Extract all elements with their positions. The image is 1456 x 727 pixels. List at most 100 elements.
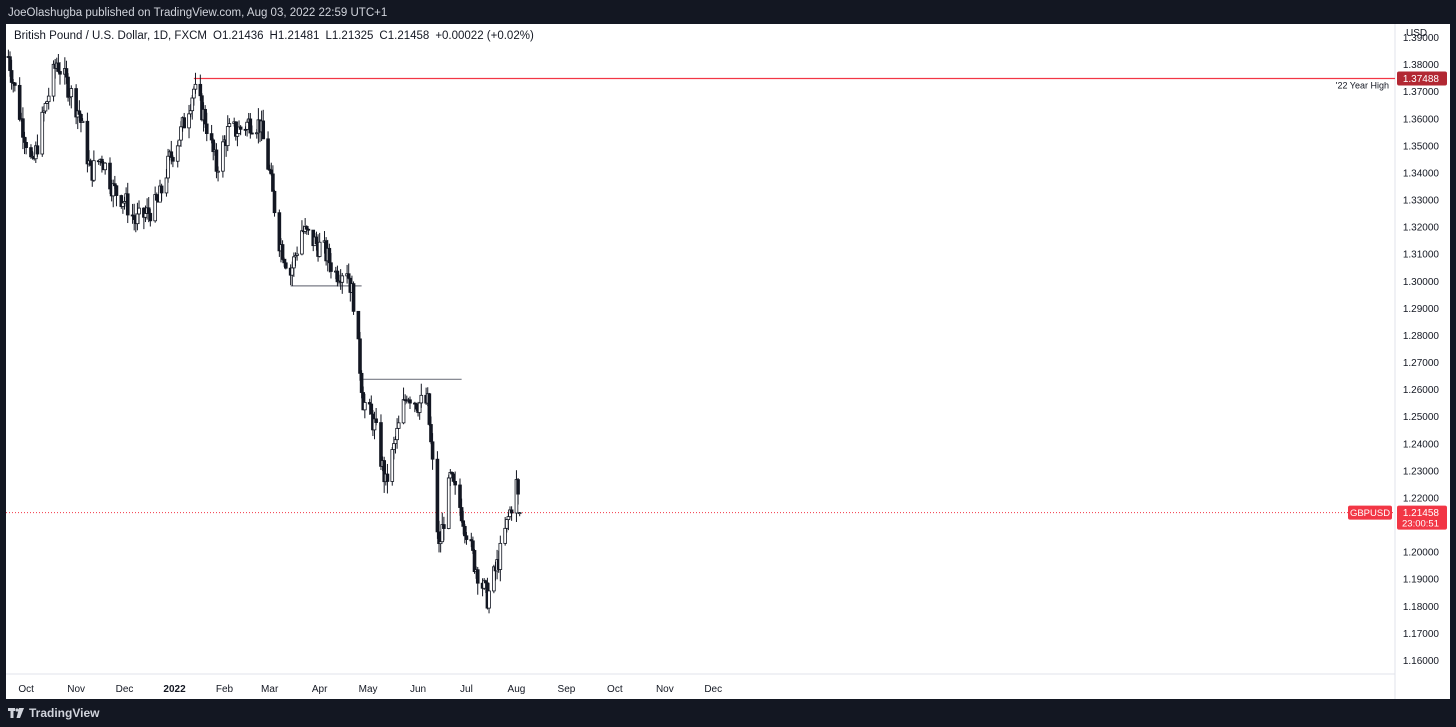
candle	[419, 383, 424, 408]
candle-body-down	[374, 418, 378, 423]
candle	[408, 396, 412, 410]
candle-body-down	[64, 68, 69, 78]
candle-body-up	[295, 253, 299, 256]
candle-body-up	[40, 111, 45, 155]
candle-body-down	[77, 110, 82, 115]
candle-body-up	[487, 590, 491, 609]
x-tick-label: May	[359, 684, 378, 695]
candle	[177, 139, 182, 147]
chart-panel[interactable]: '22 Year High 1.39000 1.38000 1.37000 1.360…	[6, 24, 1450, 699]
candle	[114, 184, 119, 207]
year-high-price-badge	[1397, 71, 1447, 86]
x-tick-label: Oct	[18, 684, 34, 695]
candle	[204, 112, 209, 142]
candle-body-down	[114, 185, 119, 196]
candle-body-down	[8, 56, 12, 71]
candle	[261, 109, 266, 140]
candle-body-down	[35, 145, 40, 155]
candle-body-up	[225, 126, 230, 147]
candle	[46, 87, 51, 110]
candle-body-down	[148, 212, 153, 222]
y-tick-label: 1.28000	[1403, 331, 1440, 342]
candle-body-up	[135, 213, 140, 225]
candle	[35, 134, 40, 157]
candle	[103, 162, 107, 175]
candle-body-up	[340, 275, 345, 283]
symbol-badge[interactable]	[1348, 505, 1392, 520]
candle-body-down	[204, 123, 209, 134]
candle	[69, 85, 74, 109]
candle	[24, 137, 28, 155]
y-tick-label: 1.23000	[1403, 466, 1440, 477]
candle-body-down	[306, 228, 311, 231]
candle	[92, 150, 96, 183]
candle-body-down	[304, 226, 309, 230]
candle-body-down	[429, 424, 433, 443]
y-tick-label: 1.27000	[1403, 358, 1440, 369]
y-tick-label: 1.38000	[1403, 60, 1440, 71]
candle-body-down	[214, 149, 219, 172]
candle-body-down	[13, 82, 17, 86]
candle-body-up	[187, 113, 191, 129]
ohlc-close-label: C	[379, 30, 387, 42]
candle-body-down	[21, 118, 25, 138]
candle	[137, 200, 141, 225]
candle-body-down	[159, 185, 164, 194]
candle	[498, 535, 503, 582]
candle-body-up	[446, 477, 451, 529]
ohlc-low-label: L	[325, 30, 332, 42]
x-tick-label: Nov	[656, 684, 674, 695]
candle-body-up	[363, 402, 367, 411]
candlestick-chart[interactable]: '22 Year High 1.39000 1.38000 1.37000 1.360…	[6, 24, 1450, 699]
x-tick-label: 2022	[163, 684, 186, 695]
chart-background	[6, 24, 1450, 699]
y-tick-label: 1.26000	[1403, 385, 1440, 396]
candle-body-down	[280, 244, 285, 260]
year-high-price-text: 1.37488	[1403, 74, 1440, 85]
candle	[427, 392, 432, 426]
candle-body-down	[458, 484, 462, 508]
candle-body-up	[137, 207, 141, 215]
candle-body-up	[390, 449, 395, 482]
candle-body-up	[179, 126, 183, 141]
candle	[487, 583, 491, 614]
candle-body-down	[451, 473, 456, 482]
y-tick-label: 1.24000	[1403, 439, 1440, 450]
candle-body-up	[190, 97, 195, 112]
candle	[171, 155, 175, 168]
candle-body-down	[261, 120, 266, 140]
y-tick-label: 1.36000	[1403, 114, 1440, 125]
candle-body-down	[459, 507, 464, 522]
candle	[227, 118, 232, 128]
x-tick-label: Jun	[410, 684, 426, 695]
candle-body-down	[171, 157, 175, 162]
candle-body-down	[17, 84, 22, 120]
candle	[430, 433, 435, 470]
candle-body-down	[329, 262, 333, 272]
candle-body-down	[203, 108, 207, 125]
candle-body-down	[282, 259, 286, 264]
candle-body-down	[154, 194, 159, 201]
candle	[250, 125, 254, 135]
candle-body-up	[317, 241, 322, 257]
footer-brand: TradingView	[29, 706, 100, 720]
candle-body-down	[108, 162, 112, 190]
candle-body-up	[419, 394, 424, 404]
tradingview-logo-icon	[8, 708, 24, 718]
candle-body-down	[335, 270, 340, 283]
candle	[464, 532, 469, 545]
publisher-line: JoeOlashugba published on TradingView.co…	[8, 7, 388, 19]
candle-body-down	[250, 132, 254, 135]
candle-body-down	[314, 236, 319, 245]
candle	[295, 246, 299, 261]
candle	[329, 253, 333, 279]
candle-body-down	[266, 138, 270, 170]
candle	[442, 516, 446, 541]
candle	[446, 474, 451, 530]
candle-body-down	[248, 118, 253, 134]
candle-body-down	[359, 372, 364, 393]
ohlc-high-label: H	[270, 30, 278, 42]
candle-body-up	[290, 267, 295, 276]
ohlc-open-value: 1.21436	[222, 30, 264, 42]
x-tick-label: Nov	[67, 684, 85, 695]
